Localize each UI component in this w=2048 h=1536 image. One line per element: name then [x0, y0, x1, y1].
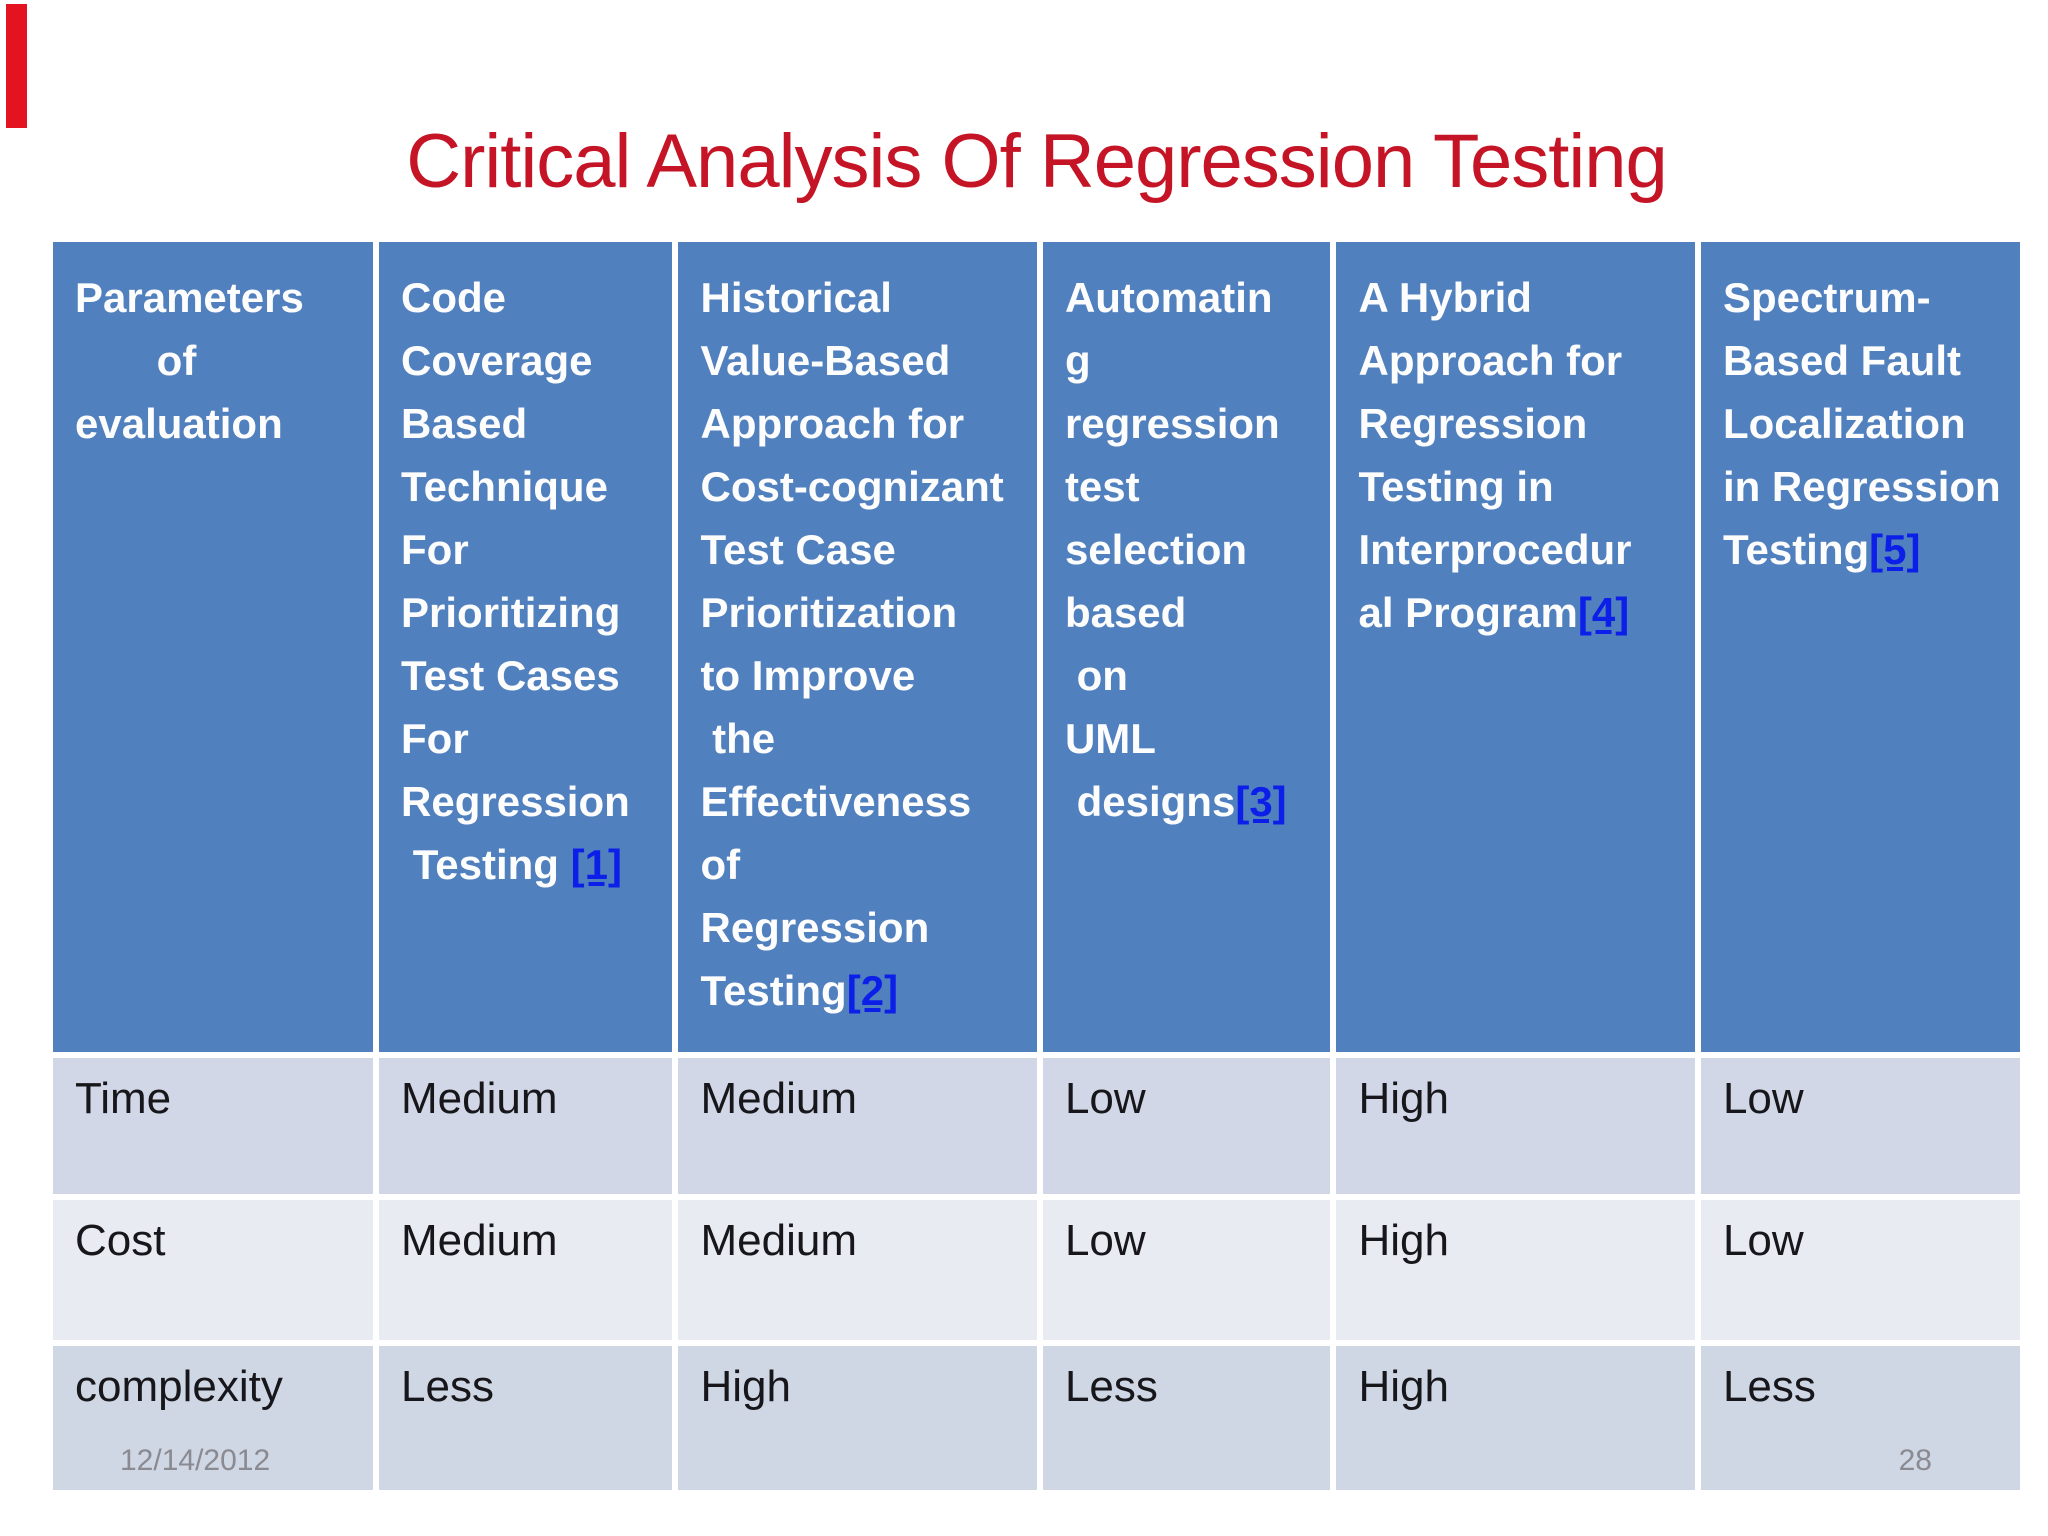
- table-cell: High: [1336, 1346, 1695, 1490]
- header-cell-paper2: Historical Value-Based Approach for Cost…: [678, 242, 1037, 1052]
- table-cell: High: [1336, 1200, 1695, 1340]
- header-cell-paper5: Spectrum- Based Fault Localization in Re…: [1700, 242, 2020, 1052]
- row-label-time: Time: [53, 1058, 374, 1194]
- table-cell: High: [1336, 1058, 1695, 1194]
- citation-link-2[interactable]: [2]: [846, 967, 899, 1014]
- table-cell: Less: [379, 1346, 673, 1490]
- table-cell: Medium: [678, 1200, 1037, 1340]
- citation-link-3[interactable]: [3]: [1235, 778, 1287, 825]
- table-cell: Low: [1042, 1200, 1331, 1340]
- table-cell: Low: [1700, 1058, 2020, 1194]
- slide-title: Critical Analysis Of Regression Testing: [406, 119, 1668, 204]
- header-cell-paper1: Code Coverage Based Technique For Priori…: [379, 242, 673, 1052]
- header-text: Historical Value-Based Approach for Cost…: [700, 274, 1004, 1014]
- header-text: Automatin g regression test selection ba…: [1064, 274, 1280, 825]
- header-text: Parameters of evaluation: [75, 274, 304, 447]
- footer-date: 12/14/2012: [120, 1444, 271, 1477]
- row-label-complexity: complexity: [53, 1346, 374, 1490]
- table-cell: Medium: [379, 1058, 673, 1194]
- table-cell: Low: [1700, 1200, 2020, 1340]
- citation-link-5[interactable]: [5]: [1869, 526, 1921, 573]
- citation-link-1[interactable]: [1]: [570, 841, 622, 888]
- header-text: A Hybrid Approach for Regression Testing…: [1358, 274, 1632, 636]
- table-cell: High: [678, 1346, 1037, 1490]
- red-accent-bar: [6, 4, 27, 128]
- header-text: Code Coverage Based Technique For Priori…: [401, 274, 630, 888]
- header-cell-paper3: Automatin g regression test selection ba…: [1042, 242, 1331, 1052]
- table-cell: Less: [1042, 1346, 1331, 1490]
- table-cell: Medium: [678, 1058, 1037, 1194]
- row-label-cost: Cost: [53, 1200, 374, 1340]
- comparison-table: Parameters of evaluation Code Coverage B…: [53, 242, 2020, 1490]
- header-cell-parameters: Parameters of evaluation: [53, 242, 374, 1052]
- table-cell: Medium: [379, 1200, 673, 1340]
- header-cell-paper4: A Hybrid Approach for Regression Testing…: [1336, 242, 1695, 1052]
- table-cell: Low: [1042, 1058, 1331, 1194]
- header-text: Spectrum- Based Fault Localization in Re…: [1722, 274, 2001, 573]
- footer-page-number: 28: [1898, 1444, 1932, 1477]
- citation-link-4[interactable]: [4]: [1577, 589, 1630, 636]
- table-cell: Less: [1700, 1346, 2020, 1490]
